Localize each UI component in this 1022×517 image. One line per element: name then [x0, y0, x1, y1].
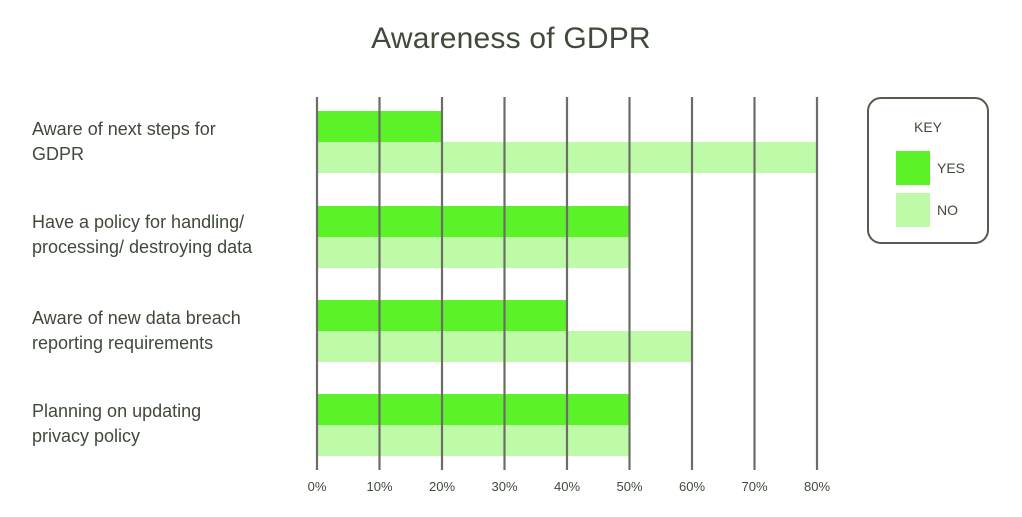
category-label-line: processing/ destroying data	[32, 237, 253, 257]
x-tick-label: 50%	[616, 479, 642, 494]
chart-title: Awareness of GDPR	[371, 22, 651, 55]
category-label-line: Aware of new data breach	[32, 308, 241, 328]
x-tick-label: 0%	[308, 479, 327, 494]
category-label-line: Aware of next steps for	[32, 119, 216, 139]
legend-title: KEY	[913, 119, 942, 135]
category-label: Aware of next steps for GDPR	[32, 117, 307, 167]
x-tick-label: 20%	[429, 479, 455, 494]
category-label: Aware of new data breach reporting requir…	[32, 306, 307, 356]
category-label-line: Planning on updating	[32, 401, 202, 421]
x-tick-label: 60%	[679, 479, 705, 494]
bar-no-4	[317, 425, 630, 456]
bar-no-2	[317, 237, 630, 268]
category-label-line: Have a policy for handling/	[32, 212, 245, 232]
x-tick-label: 70%	[741, 479, 767, 494]
x-tick-label: 80%	[804, 479, 830, 494]
legend: KEY YES NO	[867, 97, 989, 244]
bar-yes-4	[317, 394, 630, 425]
category-label: Have a policy for handling/processing/ d…	[32, 210, 307, 260]
legend-label-no: NO	[937, 202, 958, 218]
category-label: Planning on updating privacy policy	[32, 399, 307, 449]
category-label-line: privacy policy	[32, 426, 141, 446]
category-label-line: GDPR	[32, 144, 85, 164]
category-label-line: reporting requirements	[32, 333, 214, 353]
x-tick-label: 40%	[554, 479, 580, 494]
x-tick-label: 30%	[491, 479, 517, 494]
legend-label-yes: YES	[937, 160, 966, 176]
x-tick-label: 10%	[366, 479, 392, 494]
bar-yes-2	[317, 206, 630, 237]
legend-swatch-yes	[896, 151, 930, 185]
legend-swatch-no	[896, 193, 930, 227]
